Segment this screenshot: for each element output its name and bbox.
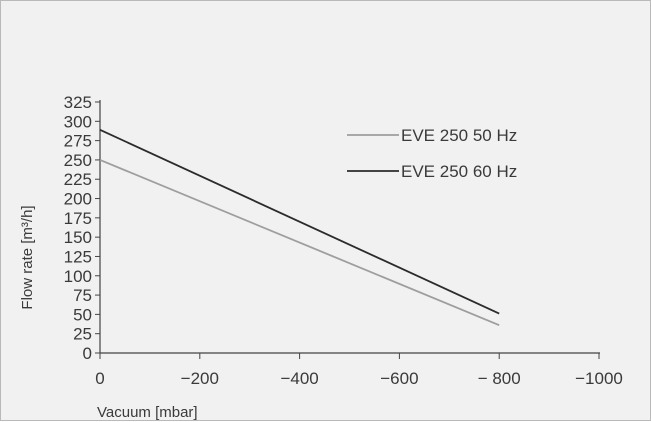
y-tick-label: 250 (64, 151, 92, 170)
x-tick-label: −200 (181, 369, 219, 388)
x-tick-label: −1000 (575, 369, 623, 388)
y-tick-label: 225 (64, 170, 92, 189)
y-tick-label: 50 (73, 305, 92, 324)
series-lines (99, 128, 500, 327)
x-tick-label: −400 (280, 369, 318, 388)
x-tick-label: − 800 (478, 369, 521, 388)
y-tick-label: 275 (64, 132, 92, 151)
series-line (99, 128, 500, 315)
y-tick-label: 100 (64, 267, 92, 286)
x-axis-title: Vacuum [mbar] (97, 404, 198, 421)
y-tick-label: 150 (64, 228, 92, 247)
y-tick-label: 25 (73, 325, 92, 344)
y-axis-title: Flow rate [m³/h] (19, 205, 36, 309)
y-tick-label: 175 (64, 209, 92, 228)
x-tick-label: −600 (380, 369, 418, 388)
y-tick-label: 200 (64, 190, 92, 209)
y-tick-label: 325 (64, 93, 92, 112)
axes (99, 100, 600, 354)
y-tick-label: 300 (64, 112, 92, 131)
y-tick-label: 125 (64, 247, 92, 266)
y-tick-label: 75 (73, 286, 92, 305)
legend-label: EVE 250 50 Hz (401, 126, 517, 145)
series-line (99, 159, 500, 327)
legend-label: EVE 250 60 Hz (401, 162, 517, 181)
y-tick-label: 0 (83, 344, 92, 363)
legend: EVE 250 50 Hz EVE 250 60 Hz (347, 126, 517, 181)
x-tick-label: 0 (95, 369, 104, 388)
